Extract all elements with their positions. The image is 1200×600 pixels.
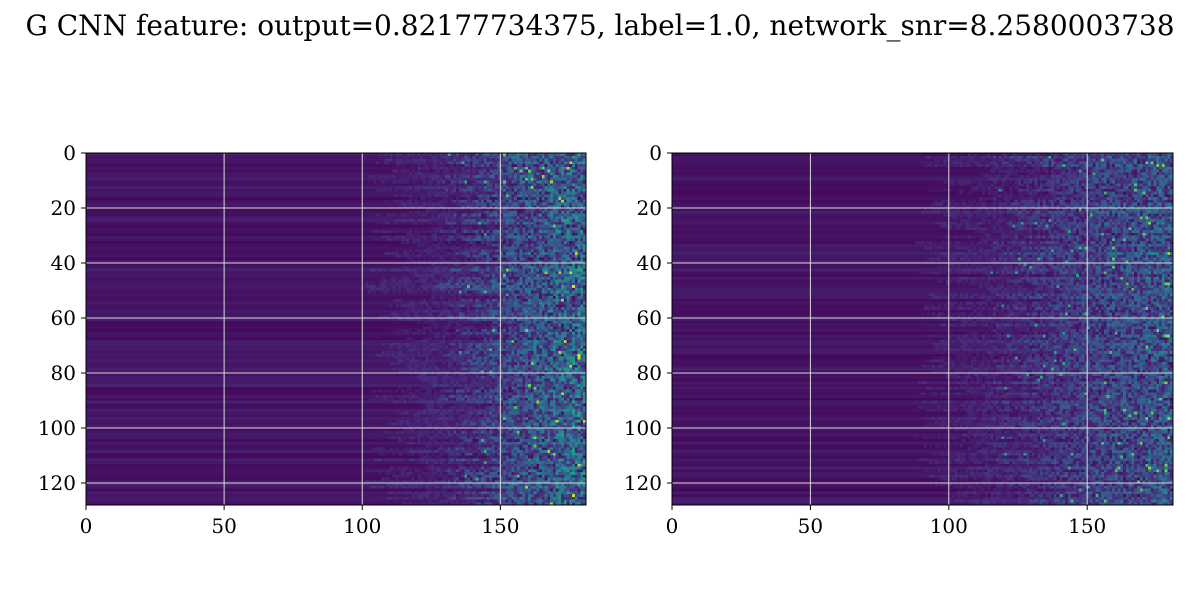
heatmap-image [672, 153, 1173, 505]
y-tick-label: 80 [51, 361, 76, 385]
y-tick-label: 20 [51, 196, 76, 220]
x-tick-label: 100 [930, 514, 968, 538]
x-tick-label: 150 [1068, 514, 1106, 538]
y-tick-label: 120 [624, 471, 662, 495]
x-tick-label: 0 [80, 514, 93, 538]
x-tick-label: 50 [798, 514, 823, 538]
x-tick-label: 0 [666, 514, 679, 538]
y-tick-label: 120 [38, 471, 76, 495]
y-tick-label: 40 [51, 251, 76, 275]
y-tick-label: 0 [649, 141, 662, 165]
y-tick-label: 40 [637, 251, 662, 275]
y-tick-label: 60 [637, 306, 662, 330]
plot-frame [671, 152, 1174, 506]
y-tick-label: 0 [63, 141, 76, 165]
y-tick-label: 60 [51, 306, 76, 330]
y-tick-label: 100 [38, 416, 76, 440]
heatmap-panel-1: 0 50 100 150 0 20 40 60 80 100 120 [38, 141, 587, 538]
plot-frame [85, 152, 587, 506]
chart-title: G CNN feature: output=0.82177734375, lab… [25, 9, 1174, 42]
x-tick-label: 150 [481, 514, 519, 538]
x-tick-label: 50 [211, 514, 236, 538]
heatmap-image [86, 153, 586, 505]
y-tick-label: 20 [637, 196, 662, 220]
y-tick-label: 100 [624, 416, 662, 440]
heatmap-panel-2: 0 50 100 150 0 20 40 60 80 100 120 [624, 141, 1174, 538]
y-tick-label: 80 [637, 361, 662, 385]
x-tick-label: 100 [343, 514, 381, 538]
